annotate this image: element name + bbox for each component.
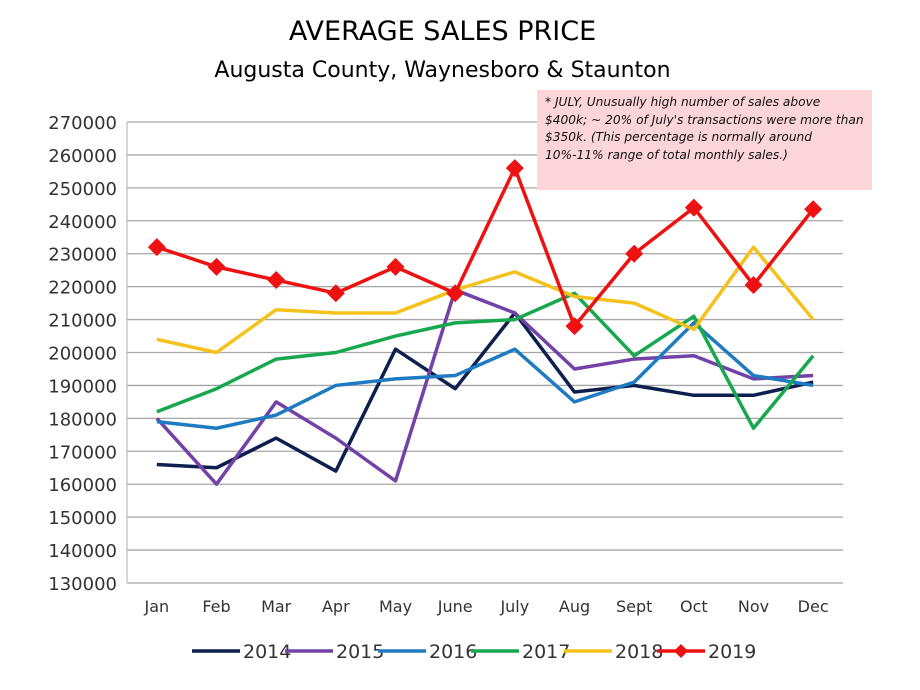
x-tick-label: Feb	[202, 597, 230, 616]
y-tick-label: 210000	[48, 311, 117, 332]
series-2019	[147, 159, 823, 336]
data-point	[207, 257, 226, 276]
series-line-2019	[156, 166, 815, 328]
data-point	[684, 198, 703, 217]
data-point	[565, 317, 584, 336]
annotation-note: * JULY, Unusually high number of sales a…	[537, 90, 872, 190]
legend-label: 2017	[522, 641, 570, 663]
data-point	[386, 257, 405, 276]
data-point	[326, 284, 345, 303]
x-tick-label: May	[379, 597, 412, 616]
x-tick-label: Jan	[143, 597, 169, 616]
data-point	[804, 200, 823, 219]
legend-marker	[674, 644, 688, 658]
x-tick-label: Mar	[261, 597, 292, 616]
legend-label: 2016	[429, 641, 477, 663]
x-tick-label: June	[437, 597, 473, 616]
y-tick-label: 140000	[48, 541, 117, 562]
y-tick-label: 240000	[48, 212, 117, 233]
x-tick-label: Oct	[680, 597, 708, 616]
x-tick-label: July	[499, 597, 529, 616]
series-2014	[156, 311, 814, 473]
y-tick-label: 130000	[48, 574, 117, 595]
x-tick-label: Aug	[559, 597, 590, 616]
chart-title: AVERAGE SALES PRICE	[288, 16, 597, 47]
y-tick-label: 180000	[48, 409, 117, 430]
data-point	[147, 238, 166, 257]
y-tick-label: 250000	[48, 179, 117, 200]
y-tick-label: 230000	[48, 245, 117, 266]
data-point	[446, 284, 465, 303]
legend-item-2016: 2016	[378, 641, 477, 663]
y-tick-label: 220000	[48, 278, 117, 299]
data-point	[267, 271, 286, 290]
y-tick-label: 200000	[48, 344, 117, 365]
legend-item-2014: 2014	[192, 641, 291, 663]
legend-item-2018: 2018	[564, 641, 663, 663]
legend-label: 2018	[615, 641, 663, 663]
legend-item-2017: 2017	[471, 641, 570, 663]
y-tick-label: 190000	[48, 376, 117, 397]
y-tick-label: 160000	[48, 475, 117, 496]
data-point	[625, 244, 644, 263]
x-tick-label: Dec	[798, 597, 829, 616]
y-tick-label: 270000	[48, 113, 117, 134]
y-tick-label: 260000	[48, 146, 117, 167]
data-point	[505, 159, 524, 178]
x-tick-label: Nov	[738, 597, 769, 616]
x-tick-label: Sept	[616, 597, 652, 616]
y-tick-label: 170000	[48, 442, 117, 463]
x-tick-label: Apr	[322, 597, 350, 616]
legend-label: 2014	[243, 641, 291, 663]
series-line-2016	[156, 321, 814, 430]
legend-label: 2015	[336, 641, 384, 663]
legend-label: 2019	[708, 641, 756, 663]
series-line-2018	[156, 245, 815, 355]
data-point	[744, 275, 763, 294]
legend-item-2015: 2015	[285, 641, 384, 663]
y-tick-label: 150000	[48, 508, 117, 529]
series-line-2014	[156, 311, 814, 473]
series-2017	[156, 291, 815, 430]
legend-item-2019: 2019	[657, 641, 756, 663]
series-2016	[156, 321, 814, 430]
series-2018	[156, 245, 815, 355]
series-line-2017	[156, 291, 815, 430]
chart-subtitle: Augusta County, Waynesboro & Staunton	[214, 58, 671, 83]
